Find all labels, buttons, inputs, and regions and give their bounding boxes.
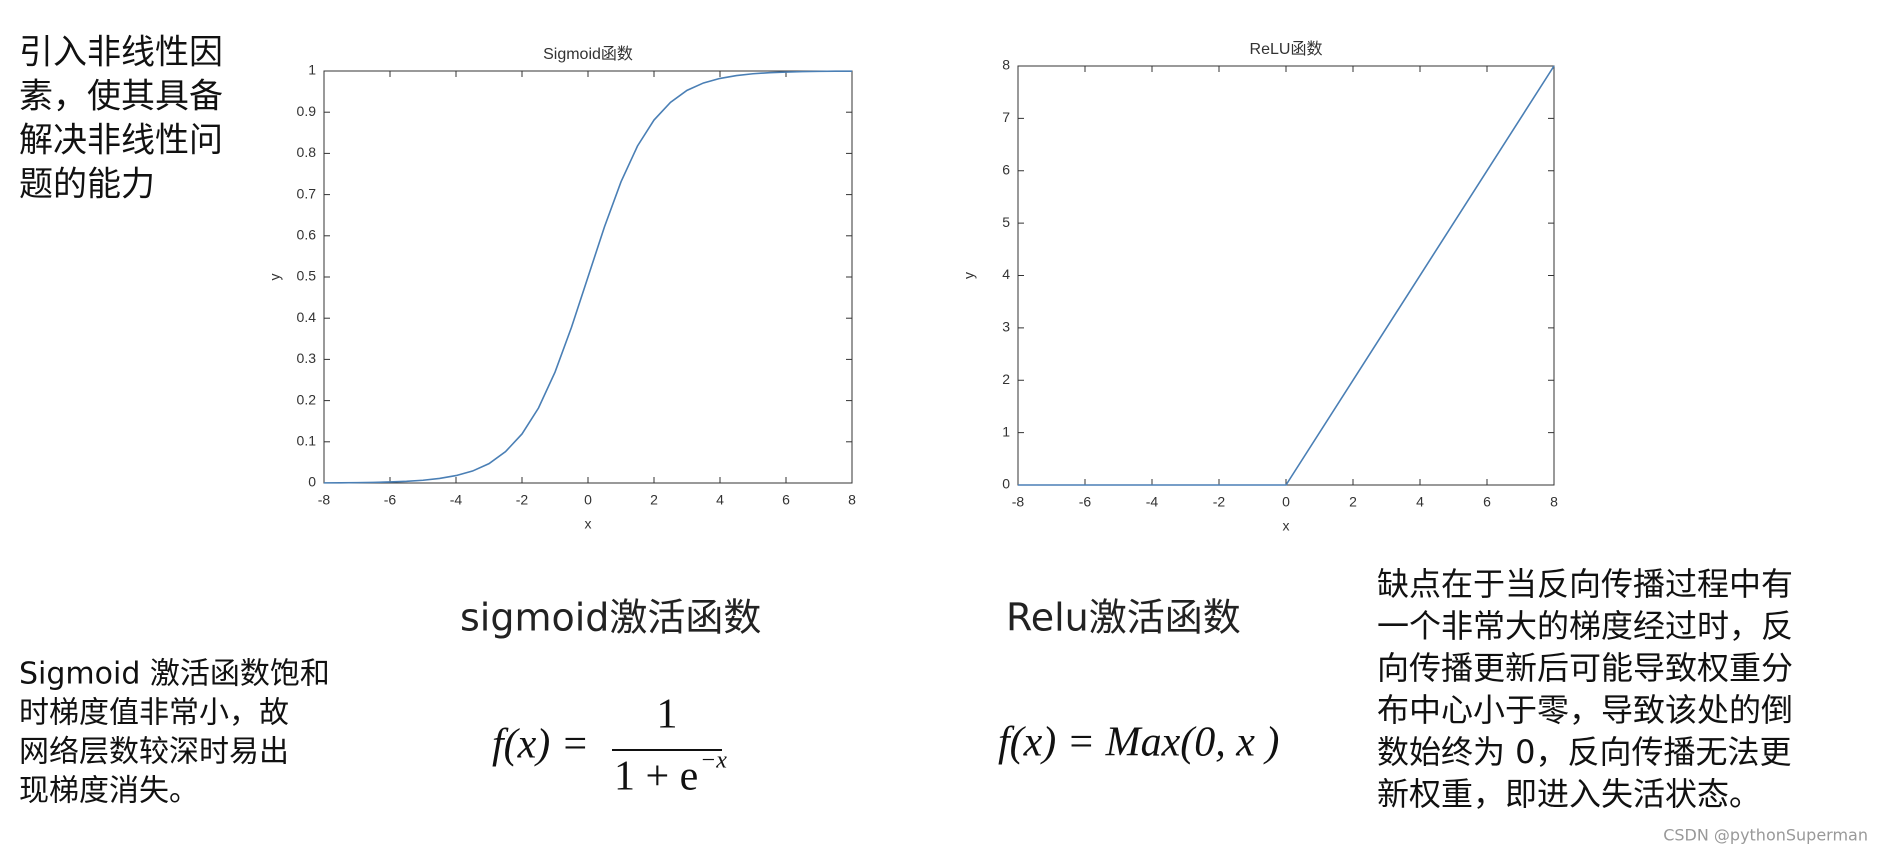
y-tick-label: 1: [308, 62, 316, 78]
relu-formula: f(x) = Max(0, x ): [998, 720, 1279, 766]
paragraph-line: 新权重，即进入失活状态。: [1377, 775, 1761, 813]
sigmoid-formula-lhs: f(x) =: [492, 722, 589, 768]
y-tick-label: 0.7: [297, 185, 317, 201]
x-tick-label: -4: [450, 492, 463, 508]
x-tick-label: -2: [1213, 494, 1226, 510]
x-tick-label: 4: [716, 492, 724, 508]
sigmoid-formula-numerator: 1: [657, 692, 678, 738]
y-tick-label: 0.4: [297, 309, 317, 325]
x-tick-label: 2: [1349, 494, 1357, 510]
paragraph-line: 现梯度消失。: [19, 774, 199, 809]
y-tick-label: 0.8: [297, 144, 317, 160]
x-tick-label: -4: [1146, 494, 1159, 510]
chart-title: Sigmoid函数: [543, 45, 633, 63]
y-tick-label: 6: [1002, 161, 1010, 177]
y-tick-label: 8: [1002, 57, 1010, 73]
paragraph-line: 时梯度值非常小，故: [19, 696, 289, 731]
y-tick-label: 7: [1002, 109, 1010, 125]
x-tick-label: 6: [1483, 494, 1491, 510]
x-tick-label: -8: [1012, 494, 1025, 510]
x-tick-label: 6: [782, 492, 790, 508]
paragraph-line: 素，使其具备: [19, 77, 223, 117]
line: [1018, 65, 1555, 486]
y-tick-label: 5: [1002, 214, 1010, 230]
paragraph-line: 数始终为 0，反向传播无法更: [1377, 733, 1792, 771]
sigmoid-formula-exponent: −x: [700, 748, 727, 774]
x-tick-label: 8: [1550, 494, 1558, 510]
x-tick-label: 2: [650, 492, 658, 508]
x-tick-label: -8: [318, 492, 331, 508]
paragraph-line: Sigmoid 激活函数饱和: [19, 657, 330, 692]
y-tick-label: 0.1: [297, 433, 317, 449]
sigmoid-caption: sigmoid激活函数: [460, 596, 761, 640]
chart-title: ReLU函数: [1250, 40, 1323, 58]
x-tick-label: 0: [584, 492, 592, 508]
x-tick-label: -6: [1079, 494, 1092, 510]
y-tick-label: 4: [1002, 266, 1010, 282]
x-tick-label: -6: [384, 492, 397, 508]
watermark: CSDN @pythonSuperman: [1663, 826, 1868, 845]
x-axis-label: x: [1283, 518, 1290, 534]
y-tick-label: 1: [1002, 423, 1010, 439]
x-tick-label: 0: [1282, 494, 1290, 510]
paragraph-line: 向传播更新后可能导致权重分: [1377, 649, 1793, 687]
paragraph-line: 布中心小于零，导致该处的倒: [1377, 691, 1793, 729]
y-tick-label: 0: [308, 474, 316, 490]
paragraph-line: 一个非常大的梯度经过时，反: [1377, 607, 1793, 645]
y-tick-label: 0.6: [297, 227, 317, 243]
y-axis-label: y: [961, 272, 977, 279]
paragraph-line: 题的能力: [19, 165, 155, 205]
y-tick-label: 0.5: [297, 268, 317, 284]
relu-caption: Relu激活函数: [1006, 596, 1241, 640]
y-tick-label: 3: [1002, 319, 1010, 335]
paragraph-line: 引入非线性因: [19, 33, 223, 73]
paragraph-line: 缺点在于当反向传播过程中有: [1377, 565, 1793, 603]
x-tick-label: 4: [1416, 494, 1424, 510]
y-tick-label: 0.9: [297, 103, 317, 119]
sigmoid-formula-denominator: 1 + e: [614, 754, 698, 800]
paragraph-line: 解决非线性问: [19, 121, 223, 161]
y-axis-label: y: [267, 274, 283, 281]
x-axis-label: x: [585, 516, 592, 532]
y-tick-label: 0.2: [297, 391, 317, 407]
y-tick-label: 2: [1002, 371, 1010, 387]
x-tick-label: 8: [848, 492, 856, 508]
paragraph-line: 网络层数较深时易出: [19, 735, 289, 770]
plot-frame: [1017, 65, 1555, 486]
x-tick-label: -2: [516, 492, 529, 508]
line: [323, 70, 853, 484]
y-tick-label: 0: [1002, 476, 1010, 492]
y-tick-label: 0.3: [297, 350, 317, 366]
